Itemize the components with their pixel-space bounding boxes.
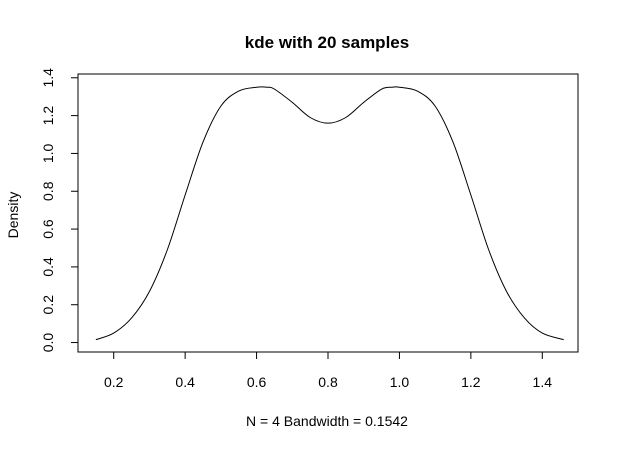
x-axis-label: N = 4 Bandwidth = 0.1542	[246, 413, 408, 429]
y-tick-label: 1.0	[40, 143, 56, 163]
plot-frame	[77, 73, 579, 353]
y-tick-label: 0.4	[40, 257, 56, 277]
chart-title: kde with 20 samples	[245, 33, 409, 52]
y-axis-ticks: 0.0 0.2 0.4 0.6 0.8 1.0 1.2 1.4	[40, 68, 78, 352]
x-axis-ticks: 0.2 0.4 0.6 0.8 1.0 1.2 1.4	[104, 352, 552, 390]
density-curve	[95, 86, 564, 341]
x-tick-label: 0.8	[318, 374, 338, 390]
x-tick-label: 1.4	[533, 374, 553, 390]
y-axis-label: Density	[5, 192, 21, 239]
x-tick-label: 1.0	[390, 374, 410, 390]
y-tick-label: 1.4	[40, 68, 56, 88]
y-tick-label: 1.2	[40, 106, 56, 126]
y-tick-label: 0.8	[40, 181, 56, 201]
x-tick-label: 0.6	[247, 374, 267, 390]
y-tick-label: 0.0	[40, 333, 56, 353]
y-tick-label: 0.2	[40, 295, 56, 315]
x-tick-label: 0.4	[175, 374, 195, 390]
x-tick-label: 1.2	[461, 374, 481, 390]
y-tick-label: 0.6	[40, 219, 56, 239]
x-tick-label: 0.2	[104, 374, 124, 390]
